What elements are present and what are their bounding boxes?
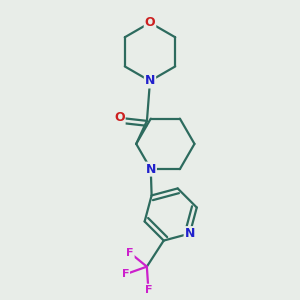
Text: O: O bbox=[145, 16, 155, 29]
Text: F: F bbox=[122, 269, 129, 279]
Text: F: F bbox=[126, 248, 134, 258]
Text: N: N bbox=[146, 163, 156, 176]
Text: F: F bbox=[145, 285, 152, 295]
Text: N: N bbox=[145, 74, 155, 88]
Text: N: N bbox=[184, 227, 195, 240]
Text: O: O bbox=[114, 111, 124, 124]
